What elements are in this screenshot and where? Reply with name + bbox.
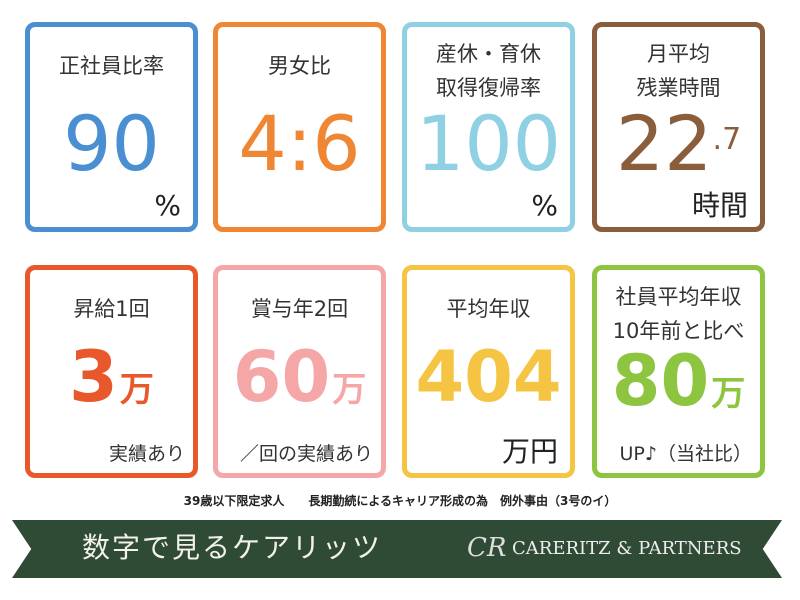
card-label: 産休・育休取得復帰率: [407, 37, 570, 105]
card-label: 男女比: [268, 54, 331, 78]
card-value: 3万: [30, 338, 193, 429]
brand-name: CARERITZ & PARTNERS: [512, 538, 742, 559]
value-number: 3: [69, 336, 118, 418]
card-unit: %: [531, 189, 558, 222]
card-value: 60万: [218, 338, 381, 429]
card-value: 80万: [597, 342, 760, 433]
card-label: 賞与年2回: [250, 297, 349, 321]
banner: 数字で見るケアリッツ CR CARERITZ & PARTNERS: [12, 520, 782, 578]
label-line1: 社員平均年収: [615, 285, 742, 309]
card-value: 90: [63, 99, 160, 188]
card-label: 社員平均年収 10年前と比べ: [597, 280, 760, 348]
value-decimal: .7: [712, 122, 742, 157]
value-number: 60: [232, 336, 331, 418]
value-integer: 22: [615, 99, 713, 188]
card-value: 4:6: [238, 99, 361, 188]
label-line2: 10年前と比べ: [612, 319, 745, 343]
card-value: 404: [415, 336, 562, 418]
value-unit: 万: [119, 370, 154, 410]
card-unit: 時間: [691, 189, 748, 222]
value-unit: 万: [711, 374, 746, 414]
label-line1: 月平均: [647, 42, 710, 66]
card-sub: ／回の実績あり: [239, 443, 373, 465]
card-value: 100: [415, 99, 562, 188]
card-label: 昇給1回: [73, 297, 150, 321]
value-unit: 万: [332, 370, 367, 410]
card-raise: 昇給1回 3万 実績あり: [25, 265, 198, 478]
footnote: 39歳以下限定求人 長期勤続によるキャリア形成の為 例外事由（3号のイ）: [183, 494, 617, 508]
card-sub: 実績あり: [108, 443, 185, 465]
card-unit: %: [154, 189, 181, 222]
card-value: 22.7: [597, 105, 760, 183]
card-label: 月平均 残業時間: [597, 37, 760, 105]
card-label: 平均年収: [446, 297, 531, 321]
card-overtime: 月平均残業時間 22.7 時間: [592, 22, 765, 232]
card-income-growth: 社員平均年収 10年前と比べ 80万 UP♪（当社比）: [592, 265, 765, 478]
card-gender-ratio: 男女比 4:6: [213, 22, 386, 232]
label-line2: 残業時間: [636, 76, 721, 100]
card-fulltime-ratio: 正社員比率 90 %: [25, 22, 198, 232]
card-bonus: 賞与年2回 60万 ／回の実績あり: [213, 265, 386, 478]
card-unit: 万円: [501, 435, 558, 468]
logo-icon: CR: [467, 533, 507, 563]
card-sub: UP♪（当社比）: [619, 443, 753, 465]
value-number: 80: [611, 340, 710, 422]
label-line1: 産休・育休: [436, 42, 541, 66]
card-average-income: 平均年収 404 万円: [402, 265, 575, 478]
label-line2: 取得復帰率: [436, 76, 541, 100]
card-leave-return-rate: 産休・育休取得復帰率 100 %: [402, 22, 575, 232]
card-label: 正社員比率: [59, 54, 164, 78]
banner-title: 数字で見るケアリッツ: [82, 531, 383, 564]
